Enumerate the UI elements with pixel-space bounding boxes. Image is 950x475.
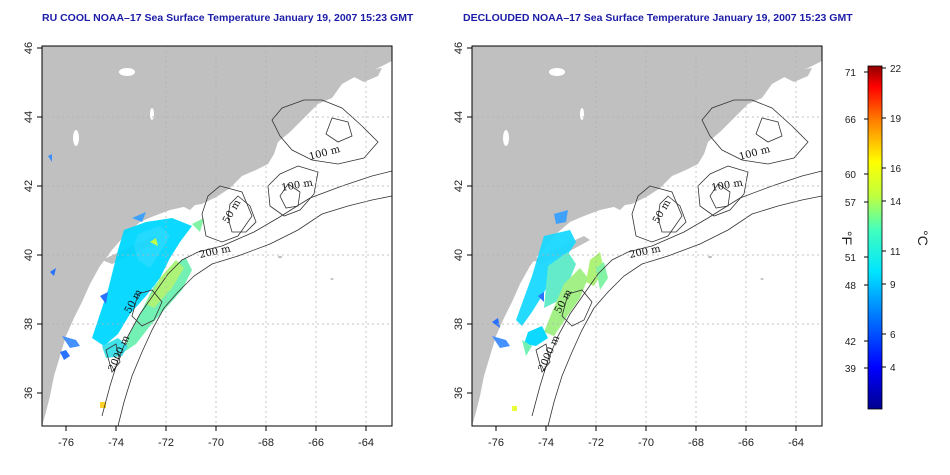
sst-swath bbox=[48, 154, 204, 408]
plot-frame bbox=[41, 45, 393, 427]
celsius-tick-label: 4 bbox=[890, 363, 896, 374]
graticule bbox=[472, 46, 822, 426]
colorbar-gradient bbox=[867, 65, 883, 410]
lat-tick-label: 36 bbox=[23, 387, 35, 399]
fahrenheit-tick-label: 71 bbox=[845, 68, 857, 79]
lon-tick-label: -66 bbox=[308, 437, 324, 449]
left-panel-title: RU COOL NOAA–17 Sea Surface Temperature … bbox=[42, 12, 414, 24]
fahrenheit-tick-label: 51 bbox=[845, 253, 857, 264]
celsius-tick-label: 11 bbox=[890, 247, 901, 258]
lon-tick-label: -66 bbox=[738, 437, 754, 449]
lat-tick-label: 40 bbox=[453, 249, 465, 261]
plot-frame bbox=[471, 45, 823, 427]
lat-tick-label: 46 bbox=[23, 42, 35, 54]
fahrenheit-tick-label: 66 bbox=[845, 115, 857, 126]
right-map-panel: 100 m 100 m 50 m 200 m 50 m 2000 m bbox=[471, 45, 823, 427]
celsius-tick-label: 6 bbox=[890, 330, 896, 341]
right-y-axis: 36 38 40 42 44 46 bbox=[453, 42, 472, 399]
left-map-panel: 100 m 100 m 50 m 200 m 50 m 2000 m bbox=[41, 45, 393, 427]
fahrenheit-tick-label: 57 bbox=[845, 198, 857, 209]
lat-tick-label: 38 bbox=[23, 318, 35, 330]
celsius-tick-label: 19 bbox=[890, 114, 902, 125]
colorbar: 71 66 60 57 51 48 42 39 22 19 16 14 11 9… bbox=[839, 64, 931, 410]
lat-tick-label: 40 bbox=[23, 249, 35, 261]
lon-tick-label: -64 bbox=[788, 437, 804, 449]
fahrenheit-tick-label: 60 bbox=[845, 170, 857, 181]
celsius-tick-label: 9 bbox=[890, 280, 896, 291]
lon-tick-label: -70 bbox=[638, 437, 654, 449]
celsius-tick-label: 22 bbox=[890, 64, 902, 75]
lon-tick-label: -76 bbox=[58, 437, 74, 449]
lon-tick-label: -76 bbox=[488, 437, 504, 449]
lon-tick-label: -68 bbox=[258, 437, 274, 449]
lon-tick-label: -72 bbox=[158, 437, 174, 449]
celsius-unit-label: °C bbox=[915, 230, 931, 246]
graticule bbox=[42, 46, 392, 426]
fahrenheit-tick-label: 39 bbox=[845, 364, 857, 375]
lon-tick-label: -68 bbox=[688, 437, 704, 449]
lat-tick-label: 38 bbox=[453, 318, 465, 330]
lat-tick-label: 44 bbox=[23, 111, 35, 123]
celsius-tick-label: 16 bbox=[890, 164, 902, 175]
left-y-axis: 36 38 40 42 44 46 bbox=[23, 42, 42, 399]
lat-tick-label: 46 bbox=[453, 42, 465, 54]
lon-tick-label: -74 bbox=[108, 437, 124, 449]
lat-tick-label: 42 bbox=[453, 180, 465, 192]
lon-tick-label: -64 bbox=[358, 437, 374, 449]
fahrenheit-tick-label: 42 bbox=[845, 337, 857, 348]
lat-tick-label: 44 bbox=[453, 111, 465, 123]
lat-tick-label: 36 bbox=[453, 387, 465, 399]
lon-tick-label: -74 bbox=[538, 437, 554, 449]
celsius-tick-label: 14 bbox=[890, 197, 902, 208]
fahrenheit-unit-label: °F bbox=[839, 231, 855, 245]
lon-tick-label: -70 bbox=[208, 437, 224, 449]
right-panel-title: DECLOUDED NOAA–17 Sea Surface Temperatur… bbox=[463, 12, 853, 24]
right-x-axis: -76 -74 -72 -70 -68 -66 -64 bbox=[488, 426, 804, 449]
lon-tick-label: -72 bbox=[588, 437, 604, 449]
fahrenheit-tick-label: 48 bbox=[845, 281, 857, 292]
left-x-axis: -76 -74 -72 -70 -68 -66 -64 bbox=[58, 426, 374, 449]
lat-tick-label: 42 bbox=[23, 180, 35, 192]
